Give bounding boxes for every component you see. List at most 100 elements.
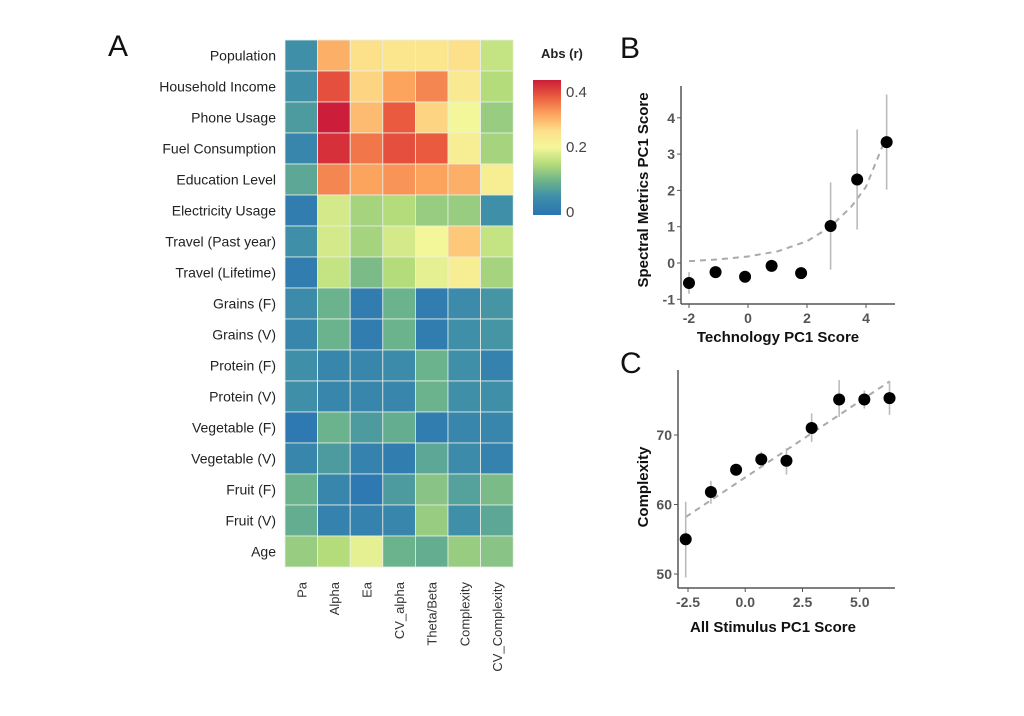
x-tick-label-2-5: -2.5 bbox=[676, 594, 700, 610]
heatmap-cell-household-income-ea bbox=[349, 70, 384, 103]
heatmap-cell-grains-v-pa bbox=[284, 318, 318, 351]
heatmap-cell-vegetable-v-ea bbox=[349, 442, 384, 475]
y-tick-label-1: -1 bbox=[663, 291, 676, 307]
heatmap-cell-protein-v-complexity bbox=[447, 380, 481, 413]
fit-line bbox=[685, 380, 891, 518]
heatmap-cell-age-cv-alpha bbox=[382, 535, 416, 568]
heatmap-cell-household-income-cv-alpha bbox=[382, 70, 416, 103]
heatmap-cell-phone-usage-pa bbox=[284, 101, 318, 134]
heatmap-cell-travel-past-year-alpha bbox=[317, 225, 351, 258]
panel-b-ylabel: Spectral Metrics PC1 Score bbox=[635, 92, 652, 287]
y-tick-label-60: 60 bbox=[656, 497, 672, 513]
data-point-6 bbox=[833, 393, 846, 406]
heatmap-cell-travel-past-year-pa bbox=[284, 225, 318, 258]
heatmap-cell-phone-usage-complexity bbox=[447, 101, 481, 134]
heatmap-cell-protein-f-alpha bbox=[317, 349, 351, 382]
x-tick-label-0-0: 0.0 bbox=[736, 594, 756, 610]
heatmap-cell-grains-v-alpha bbox=[317, 318, 351, 351]
heatmap-cell-household-income-alpha bbox=[317, 70, 351, 103]
data-point-4 bbox=[795, 267, 808, 280]
heatmap-cell-electricity-usage-complexity bbox=[447, 194, 481, 227]
heatmap-cell-education-level-complexity bbox=[447, 163, 481, 196]
heatmap-cell-fuel-consumption-theta-beta bbox=[414, 132, 449, 165]
heatmap-cell-vegetable-f-ea bbox=[349, 411, 384, 444]
col-label-cv-alpha: CV_alpha bbox=[392, 581, 407, 639]
heatmap-cell-travel-lifetime-complexity bbox=[447, 256, 481, 289]
col-label-pa: Pa bbox=[294, 581, 309, 598]
heatmap-cell-protein-f-cv-alpha bbox=[382, 349, 416, 382]
heatmap-cell-population-ea bbox=[349, 39, 384, 72]
heatmap-cell-grains-f-cv-complexity bbox=[480, 287, 514, 320]
heatmap-cell-age-pa bbox=[284, 535, 318, 568]
row-label-household-income: Household Income bbox=[159, 79, 276, 95]
fit-line bbox=[688, 142, 885, 263]
heatmap-cell-protein-v-cv-complexity bbox=[480, 380, 514, 413]
colorbar-legend: Abs (r) 0.4 0.2 0 bbox=[533, 46, 587, 221]
heatmap-cell-grains-v-cv-complexity bbox=[480, 318, 514, 351]
heatmap-cell-travel-lifetime-theta-beta bbox=[414, 256, 449, 289]
data-point-4 bbox=[780, 454, 793, 467]
heatmap-cell-household-income-complexity bbox=[447, 70, 481, 103]
row-label-travel-past-year: Travel (Past year) bbox=[165, 234, 276, 250]
panel-b-xlabel: Technology PC1 Score bbox=[697, 329, 859, 346]
heatmap-cell-grains-f-pa bbox=[284, 287, 318, 320]
heatmap-cell-vegetable-f-cv-alpha bbox=[382, 411, 416, 444]
data-point-5 bbox=[805, 422, 818, 435]
heatmap-cell-protein-f-theta-beta bbox=[414, 349, 449, 382]
heatmap bbox=[284, 39, 514, 568]
heatmap-cell-grains-v-theta-beta bbox=[414, 318, 449, 351]
heatmap-cell-fruit-v-complexity bbox=[447, 504, 481, 537]
y-tick-label-3: 3 bbox=[667, 146, 675, 162]
panel-c-xlabel: All Stimulus PC1 Score bbox=[690, 619, 856, 636]
heatmap-row-labels: Population Household Income Phone Usage Fue… bbox=[159, 48, 276, 560]
row-label-vegetable-f: Vegetable (F) bbox=[192, 420, 276, 436]
heatmap-cell-protein-f-complexity bbox=[447, 349, 481, 382]
heatmap-cell-education-level-cv-alpha bbox=[382, 163, 416, 196]
heatmap-cell-vegetable-f-pa bbox=[284, 411, 318, 444]
y-tick-label-1: 1 bbox=[667, 219, 675, 235]
heatmap-cell-travel-past-year-cv-complexity bbox=[480, 225, 514, 258]
row-label-fruit-f: Fruit (F) bbox=[226, 482, 276, 498]
heatmap-cell-vegetable-v-theta-beta bbox=[414, 442, 449, 475]
data-point-0 bbox=[679, 533, 692, 546]
heatmap-cell-protein-v-theta-beta bbox=[414, 380, 449, 413]
legend-title: Abs (r) bbox=[541, 46, 583, 61]
col-label-theta-beta: Theta/Beta bbox=[425, 581, 440, 645]
heatmap-column-labels: Pa Alpha Ea CV_alpha Theta/Beta Complexity CV_… bbox=[294, 581, 505, 671]
data-point-5 bbox=[824, 219, 837, 232]
row-label-grains-v: Grains (V) bbox=[212, 327, 276, 343]
data-point-7 bbox=[880, 136, 893, 149]
heatmap-cell-grains-v-ea bbox=[349, 318, 384, 351]
heatmap-cell-age-theta-beta bbox=[414, 535, 449, 568]
heatmap-cell-vegetable-v-cv-alpha bbox=[382, 442, 416, 475]
x-tick-label-2: -2 bbox=[683, 310, 696, 326]
heatmap-cell-protein-f-cv-complexity bbox=[480, 349, 514, 382]
x-tick-label-2: 2 bbox=[803, 310, 811, 326]
row-label-travel-lifetime: Travel (Lifetime) bbox=[175, 265, 276, 281]
col-label-ea: Ea bbox=[360, 581, 375, 598]
heatmap-cell-travel-lifetime-ea bbox=[349, 256, 384, 289]
heatmap-cell-grains-f-alpha bbox=[317, 287, 351, 320]
heatmap-cell-fuel-consumption-complexity bbox=[447, 132, 481, 165]
heatmap-cell-education-level-alpha bbox=[317, 163, 351, 196]
heatmap-cell-fruit-v-cv-alpha bbox=[382, 504, 416, 537]
col-label-complexity: Complexity bbox=[457, 582, 472, 647]
heatmap-cell-electricity-usage-cv-alpha bbox=[382, 194, 416, 227]
panel-label-a: A bbox=[108, 30, 128, 63]
heatmap-cell-phone-usage-ea bbox=[349, 101, 384, 134]
heatmap-cell-vegetable-v-alpha bbox=[317, 442, 351, 475]
heatmap-cell-population-complexity bbox=[447, 39, 481, 72]
heatmap-cell-population-theta-beta bbox=[414, 39, 449, 72]
heatmap-cell-fruit-f-theta-beta bbox=[414, 473, 449, 506]
legend-tick-0-2: 0.2 bbox=[566, 139, 587, 156]
data-point-0 bbox=[683, 276, 695, 289]
data-point-1 bbox=[704, 485, 717, 498]
panel-label-c: C bbox=[620, 347, 642, 380]
heatmap-cell-population-pa bbox=[284, 39, 318, 72]
heatmap-cell-vegetable-v-complexity bbox=[447, 442, 481, 475]
heatmap-cell-fruit-f-cv-complexity bbox=[480, 473, 514, 506]
heatmap-cell-electricity-usage-ea bbox=[349, 194, 384, 227]
heatmap-cell-household-income-cv-complexity bbox=[480, 70, 514, 103]
x-tick-label-0: 0 bbox=[744, 310, 752, 326]
